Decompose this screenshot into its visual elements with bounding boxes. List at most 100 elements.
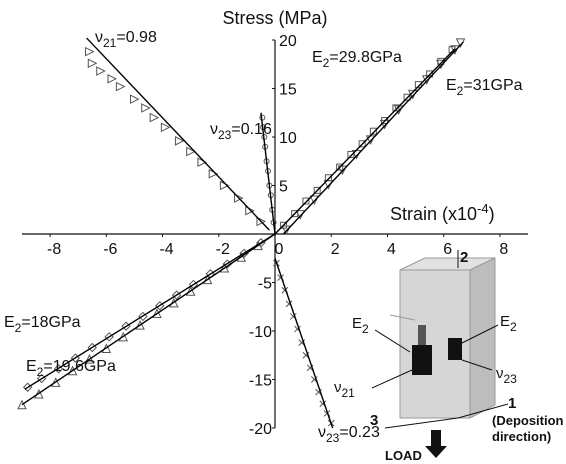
- inset-label-base: ν: [496, 365, 504, 382]
- data-point: [135, 320, 145, 330]
- inset-label-sub: 21: [342, 386, 356, 400]
- data-point: [245, 205, 255, 216]
- x-tick-label: 8: [499, 241, 508, 258]
- x-tick-label: -6: [103, 241, 117, 258]
- y-tick-label: -15: [249, 373, 272, 390]
- data-point: [336, 163, 344, 171]
- data-point: [53, 364, 64, 374]
- data-point: [84, 46, 95, 57]
- annotation-base: E: [446, 77, 457, 94]
- data-point: [403, 93, 411, 101]
- annotation-base: E: [4, 314, 15, 331]
- data-point: [152, 308, 162, 319]
- y-tick-label: 10: [279, 130, 297, 147]
- x-tick-label: 2: [331, 241, 340, 258]
- annotation-rest: =0.16: [231, 121, 272, 138]
- deposition-label: (Deposition: [492, 413, 564, 428]
- fit-line: [274, 48, 456, 235]
- annotation-rest: =19.6GPa: [43, 358, 116, 375]
- data-point: [414, 81, 422, 89]
- annotation-rest: =0.23: [339, 424, 380, 441]
- data-point: [149, 112, 160, 123]
- fit-line: [282, 41, 464, 235]
- data-point: [185, 286, 196, 296]
- annotation-rest: =0.98: [116, 29, 157, 46]
- fit-line: [86, 37, 270, 231]
- fit-line: [24, 233, 276, 390]
- fit-line: [21, 233, 276, 406]
- x-tick-label: 0: [275, 241, 284, 258]
- x-tick-label: 4: [387, 241, 396, 258]
- data-point: [87, 58, 98, 69]
- annotation: E2=29.8GPa: [312, 49, 402, 70]
- data-point: [448, 46, 456, 54]
- x-axis-title-end: ): [489, 204, 495, 224]
- axis-label: 2: [460, 249, 468, 266]
- data-point: [17, 399, 27, 410]
- data-point: [219, 262, 230, 273]
- data-point: [115, 81, 126, 92]
- annotation-base: E: [312, 49, 323, 66]
- inset-label-sub: 23: [504, 372, 518, 386]
- data-point: [358, 140, 366, 148]
- annotation-sub: 2: [457, 84, 464, 98]
- x-axis-title-sup: -4: [477, 201, 489, 216]
- data-point: [302, 197, 310, 205]
- data-point: [347, 150, 355, 158]
- inset-label: E2: [352, 315, 369, 336]
- inset-label-sub: 2: [362, 322, 369, 336]
- deposition-label: direction): [492, 429, 551, 444]
- data-point: [369, 127, 377, 135]
- data-point: [281, 225, 292, 236]
- annotation-sub: 2: [323, 56, 330, 70]
- data-point: [337, 165, 348, 176]
- data-point: [160, 122, 171, 133]
- load-arrow: [425, 430, 447, 458]
- inset-label-base: E: [500, 313, 510, 330]
- data-point: [118, 331, 129, 342]
- fit-line: [274, 258, 334, 429]
- x-tick-label: 6: [443, 241, 452, 258]
- leader: [461, 359, 493, 371]
- annotation-base: ν: [210, 121, 218, 138]
- data-point: [141, 103, 151, 113]
- inset-label: ν21: [334, 379, 355, 400]
- y-axis-title: Stress (MPa): [222, 8, 327, 28]
- annotation: ν23=0.23: [318, 424, 380, 445]
- data-point: [67, 365, 78, 376]
- y-tick-label: 5: [279, 179, 288, 196]
- y-tick-label: -10: [249, 324, 272, 341]
- data-point: [107, 73, 118, 84]
- data-point: [129, 94, 140, 104]
- y-tick-label: -20: [249, 421, 272, 438]
- data-point: [202, 274, 213, 285]
- block-side: [469, 257, 496, 419]
- x-axis-title: Strain (x10-4): [390, 201, 495, 224]
- leader: [371, 369, 413, 389]
- annotation-base: E: [26, 358, 37, 375]
- axis-label: 1: [508, 395, 516, 412]
- annotation-rest: =29.8GPa: [329, 49, 402, 66]
- x-tick-label: -4: [159, 241, 173, 258]
- annotation-base: ν: [318, 424, 326, 441]
- leader: [461, 324, 499, 344]
- data-point: [84, 354, 95, 364]
- annotation: E2=31GPa: [446, 77, 523, 98]
- strain-gauge: [418, 325, 426, 345]
- annotation: ν21=0.98: [95, 29, 157, 50]
- annotation-sub: 2: [15, 321, 22, 335]
- x-tick-label: -2: [216, 241, 230, 258]
- data-point: [186, 146, 196, 157]
- annotation-sub: 23: [218, 128, 232, 142]
- data-point: [96, 66, 106, 76]
- inset-diagram: 2 3 1 (Deposition direction) LOAD E2 E2ν2…: [334, 249, 564, 463]
- axis-arrow: [384, 417, 459, 429]
- data-point: [313, 186, 321, 194]
- annotation-sub: 2: [37, 365, 44, 379]
- leader: [374, 329, 411, 353]
- data-point: [174, 136, 185, 146]
- annotation-rest: =18GPa: [21, 314, 80, 331]
- annotation: ν23=0.16: [210, 121, 272, 142]
- strain-gauge: [412, 345, 432, 375]
